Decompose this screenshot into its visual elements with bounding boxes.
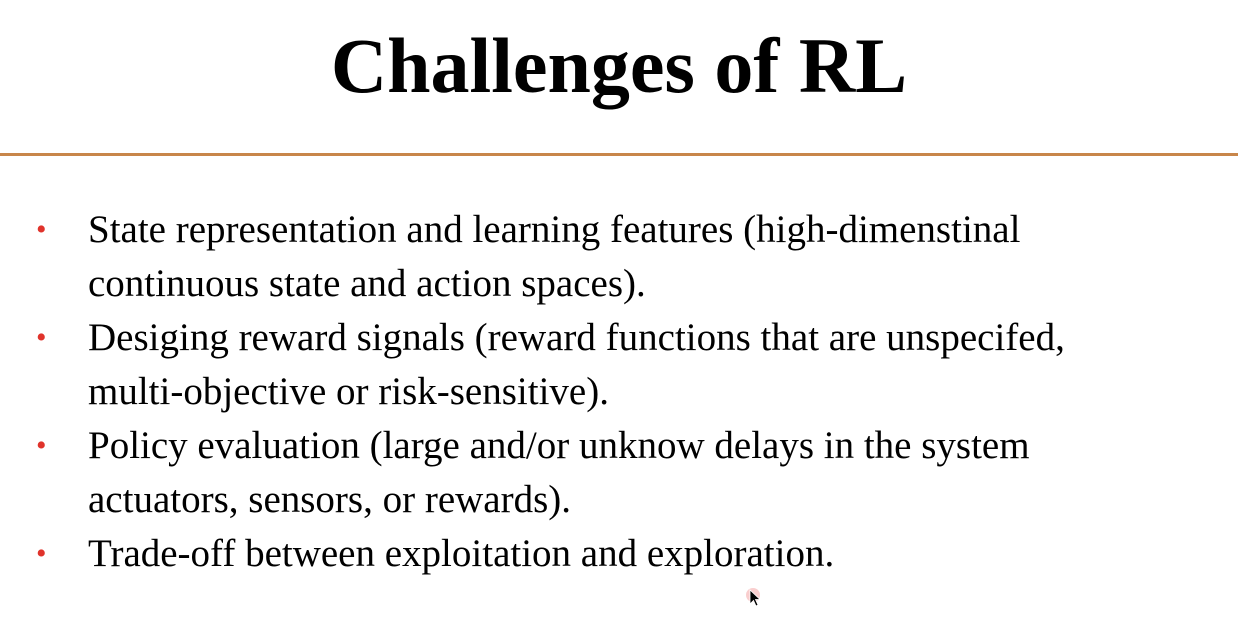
bullet-dot-icon: • [36, 213, 47, 246]
bullet-text-line: multi-objective or risk-sensitive). [88, 370, 609, 413]
bullet-item: • Policy evaluation (large and/or unknow… [0, 419, 1238, 527]
bullet-text-line: continuous state and action spaces). [88, 262, 646, 305]
bullet-text-line: Policy evaluation (large and/or unknow d… [88, 424, 1030, 467]
bullet-item: • Desiging reward signals (reward functi… [0, 311, 1238, 419]
bullet-text-line: Desiging reward signals (reward function… [88, 316, 1065, 359]
bullet-text-line: Trade-off between exploitation and explo… [88, 532, 835, 575]
bullet-text-line: actuators, sensors, or rewards). [88, 478, 572, 521]
bullet-text-line: State representation and learning featur… [88, 208, 1021, 251]
bullet-list: • State representation and learning feat… [0, 203, 1238, 581]
bullet-dot-icon: • [36, 537, 47, 570]
bullet-dot-icon: • [36, 429, 47, 462]
bullet-item: • State representation and learning feat… [0, 203, 1238, 311]
title-divider [0, 153, 1238, 156]
bullet-dot-icon: • [36, 321, 47, 354]
mouse-pointer-icon [746, 588, 762, 607]
slide-title: Challenges of RL [330, 22, 908, 109]
bullet-item: • Trade-off between exploitation and exp… [0, 527, 1238, 581]
